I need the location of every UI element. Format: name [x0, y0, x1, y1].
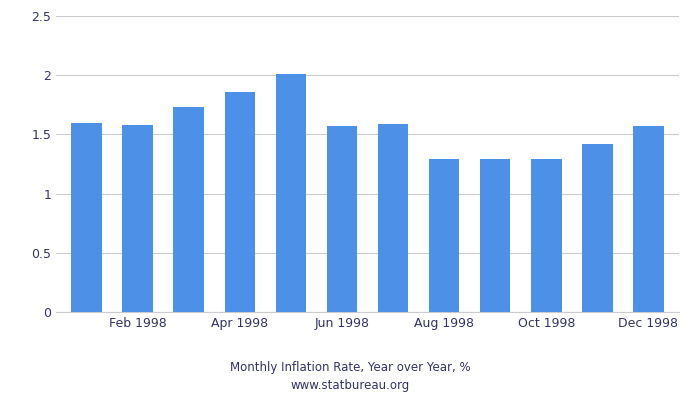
Bar: [378, 124, 408, 312]
Bar: [633, 126, 664, 312]
Bar: [225, 92, 256, 312]
Bar: [122, 125, 153, 312]
Bar: [429, 159, 459, 312]
Text: Monthly Inflation Rate, Year over Year, %: Monthly Inflation Rate, Year over Year, …: [230, 361, 470, 374]
Text: www.statbureau.org: www.statbureau.org: [290, 379, 410, 392]
Bar: [531, 159, 561, 312]
Bar: [71, 122, 102, 312]
Bar: [174, 107, 204, 312]
Bar: [276, 74, 306, 312]
Bar: [327, 126, 357, 312]
Bar: [480, 159, 510, 312]
Bar: [582, 144, 612, 312]
